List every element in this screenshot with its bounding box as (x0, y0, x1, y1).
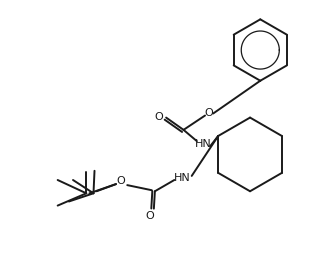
Text: O: O (205, 109, 213, 119)
Text: HN: HN (174, 173, 191, 183)
Text: O: O (117, 176, 125, 186)
Text: HN: HN (195, 139, 211, 149)
Text: O: O (145, 211, 154, 221)
Text: O: O (155, 112, 163, 122)
